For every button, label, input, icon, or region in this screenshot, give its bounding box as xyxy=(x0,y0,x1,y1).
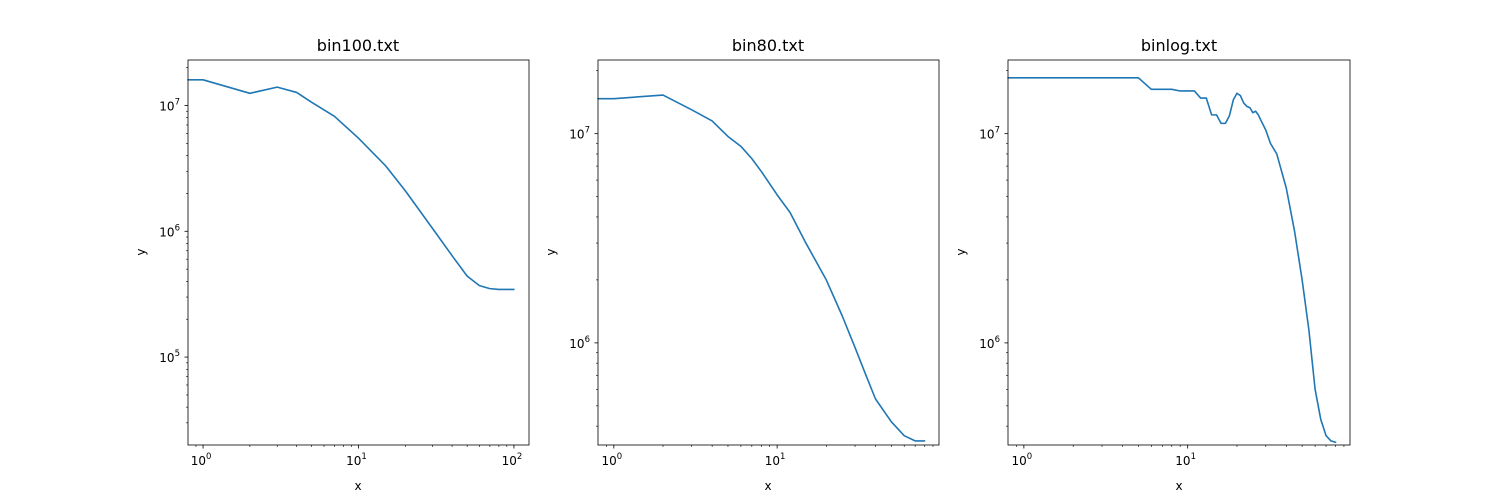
series-line xyxy=(1007,76,1337,444)
y-axis-label: y xyxy=(544,248,558,255)
x-axis-label: x xyxy=(1175,479,1182,493)
y-axis-label: y xyxy=(134,248,148,255)
grid-ticks: 100 101 106 107 xyxy=(569,70,934,468)
x-tick-label: 100 xyxy=(191,452,212,468)
chart-bin100: bin100.txt x y 100 101 102 105 106 107 xyxy=(134,36,530,493)
chart-bin80: bin80.txt x y 100 101 106 107 xyxy=(544,36,940,493)
chart-binlog: binlog.txt x y 100 101 106 107 xyxy=(954,36,1351,493)
chart-title: bin100.txt xyxy=(317,36,399,55)
x-tick-label: 100 xyxy=(1012,452,1033,468)
plot-frame xyxy=(1007,59,1351,446)
x-tick-label: 100 xyxy=(601,452,622,468)
x-tick-label: 101 xyxy=(346,452,367,468)
y-tick-label: 107 xyxy=(159,98,180,114)
x-tick-label: 101 xyxy=(765,452,786,468)
grid-ticks: 100 101 102 105 106 107 xyxy=(159,67,523,468)
x-tick-label: 102 xyxy=(502,452,523,468)
y-tick-label: 106 xyxy=(159,223,180,239)
y-tick-label: 107 xyxy=(979,126,1000,142)
plot-frame xyxy=(187,59,530,446)
y-axis-label: y xyxy=(954,248,968,255)
plot-frame xyxy=(597,59,940,446)
series-line xyxy=(187,79,515,291)
x-tick-label: 101 xyxy=(1175,452,1196,468)
y-tick-label: 105 xyxy=(159,349,180,365)
y-tick-label: 106 xyxy=(569,335,590,351)
chart-title: binlog.txt xyxy=(1141,36,1217,55)
x-axis-label: x xyxy=(764,479,771,493)
x-axis-label: x xyxy=(354,479,361,493)
series-line xyxy=(597,94,926,442)
y-tick-label: 106 xyxy=(979,335,1000,351)
y-tick-label: 107 xyxy=(569,126,590,142)
chart-title: bin80.txt xyxy=(732,36,804,55)
